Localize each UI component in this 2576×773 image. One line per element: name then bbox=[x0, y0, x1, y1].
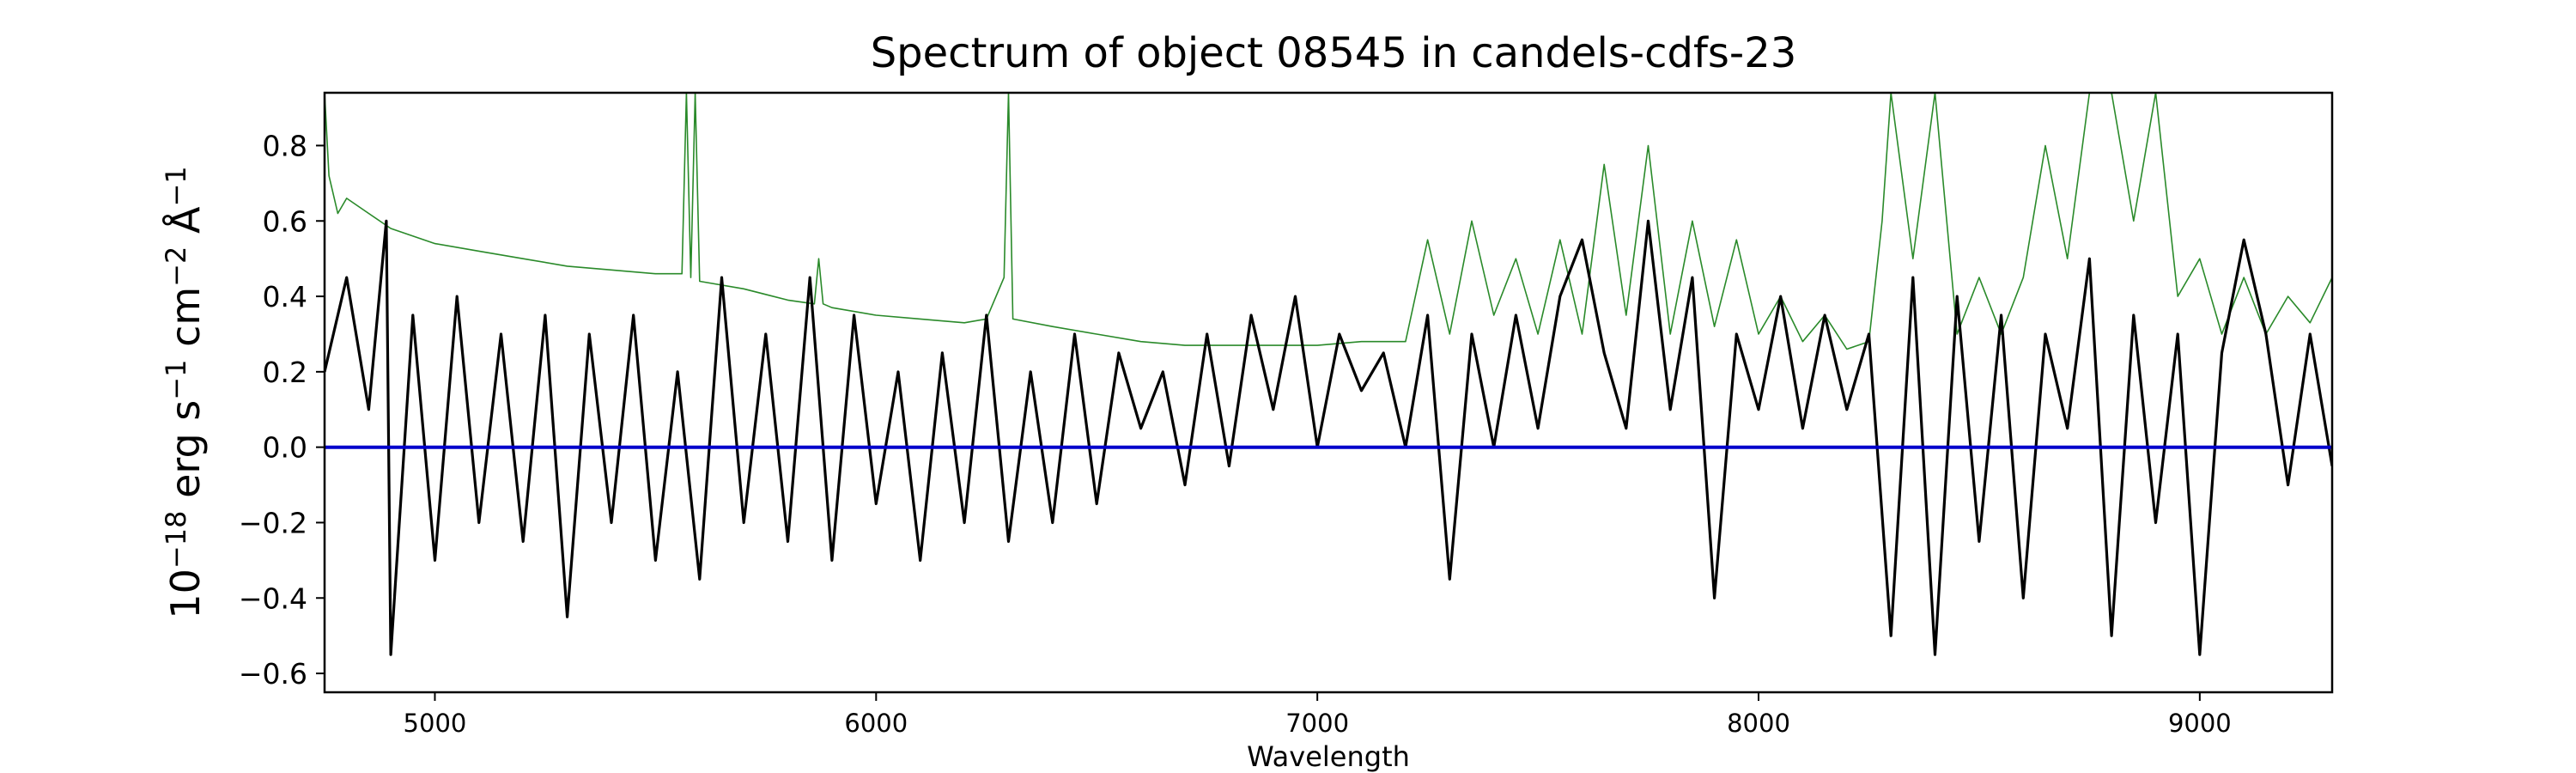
y-tick-label: 0.8 bbox=[263, 129, 307, 162]
chart-title: Spectrum of object 08545 in candels-cdfs… bbox=[871, 29, 1797, 77]
x-tick-label: 6000 bbox=[844, 709, 908, 738]
series-layer bbox=[325, 93, 2332, 656]
y-tick-label: −0.2 bbox=[239, 506, 307, 539]
y-axis-ticks: −0.6 −0.4 −0.2 0.0 0.2 0.4 0.6 0.8 bbox=[239, 129, 325, 691]
y-label-cm: cm bbox=[162, 287, 209, 360]
y-label-exp-1: −18 bbox=[160, 511, 192, 569]
y-label-erg: erg s bbox=[162, 400, 209, 511]
y-tick-label: 0.4 bbox=[263, 280, 307, 313]
y-label-exp-4: −1 bbox=[160, 166, 192, 206]
x-axis-label: Wavelength bbox=[1247, 740, 1410, 773]
y-label-base: 10 bbox=[162, 569, 209, 619]
series-line-error bbox=[325, 93, 2332, 350]
y-tick-label: −0.6 bbox=[239, 657, 307, 691]
y-tick-label: −0.4 bbox=[239, 581, 307, 615]
y-tick-label: 0.0 bbox=[263, 431, 307, 465]
plot-frame bbox=[323, 91, 2334, 694]
x-tick-label: 7000 bbox=[1285, 709, 1349, 738]
x-tick-label: 5000 bbox=[404, 709, 467, 738]
x-tick-label: 8000 bbox=[1727, 709, 1790, 738]
x-axis-ticks: 5000 6000 7000 8000 9000 bbox=[404, 692, 2232, 738]
plot-area bbox=[323, 91, 2334, 694]
y-axis-label: 10−18 erg s−1 cm−2 Å−1 bbox=[160, 166, 209, 618]
y-tick-label: 0.2 bbox=[263, 356, 307, 389]
y-label-exp-2: −1 bbox=[160, 360, 192, 400]
y-tick-label: 0.6 bbox=[263, 204, 307, 238]
y-label-ang: Å bbox=[162, 206, 209, 247]
series-line-flux bbox=[325, 219, 2332, 656]
x-tick-label: 9000 bbox=[2168, 709, 2232, 738]
y-label-exp-3: −2 bbox=[160, 247, 192, 287]
